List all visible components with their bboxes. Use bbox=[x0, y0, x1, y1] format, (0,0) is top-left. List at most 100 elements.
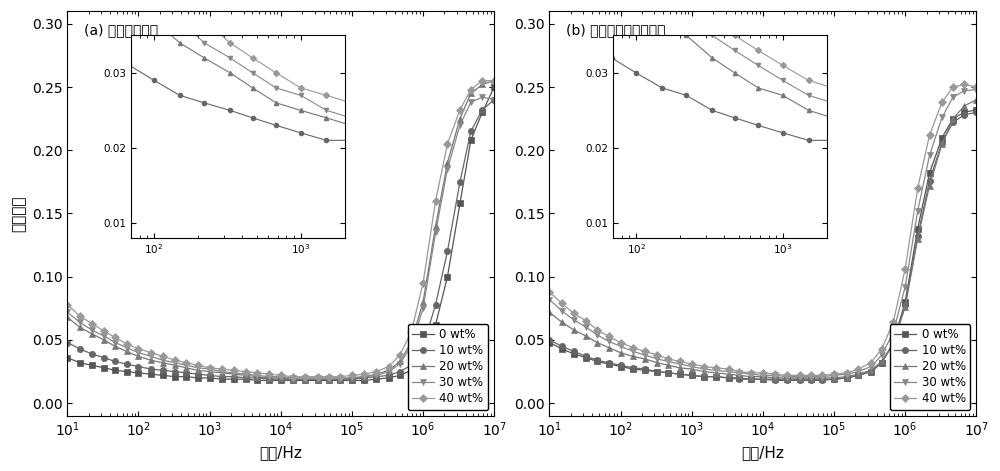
10 wt% bbox=[912, 234, 924, 239]
40 wt% bbox=[465, 87, 477, 92]
30 wt% bbox=[912, 208, 924, 214]
0 wt% bbox=[157, 373, 169, 378]
10 wt% bbox=[358, 375, 370, 381]
40 wt% bbox=[674, 358, 686, 364]
0 wt% bbox=[86, 363, 98, 368]
30 wt% bbox=[662, 358, 674, 364]
Line: 20 wt%: 20 wt% bbox=[546, 97, 979, 381]
30 wt% bbox=[723, 369, 735, 374]
20 wt% bbox=[543, 309, 555, 315]
20 wt% bbox=[157, 360, 169, 365]
40 wt% bbox=[204, 365, 216, 371]
10 wt% bbox=[686, 373, 698, 378]
10 wt% bbox=[251, 375, 263, 381]
0 wt% bbox=[383, 375, 395, 381]
0 wt% bbox=[698, 374, 710, 380]
0 wt% bbox=[686, 373, 698, 378]
30 wt% bbox=[476, 94, 488, 100]
20 wt% bbox=[816, 375, 828, 381]
40 wt% bbox=[686, 361, 698, 367]
20 wt% bbox=[924, 183, 936, 188]
X-axis label: 频率/Hz: 频率/Hz bbox=[741, 445, 784, 460]
10 wt% bbox=[465, 129, 477, 134]
0 wt% bbox=[405, 367, 417, 373]
40 wt% bbox=[615, 340, 627, 345]
20 wt% bbox=[841, 374, 853, 380]
40 wt% bbox=[476, 78, 488, 83]
30 wt% bbox=[334, 375, 346, 381]
0 wt% bbox=[769, 376, 781, 382]
10 wt% bbox=[876, 360, 888, 365]
10 wt% bbox=[228, 374, 240, 380]
10 wt% bbox=[192, 371, 204, 377]
Line: 20 wt%: 20 wt% bbox=[64, 78, 497, 382]
20 wt% bbox=[121, 349, 133, 354]
40 wt% bbox=[417, 280, 429, 286]
10 wt% bbox=[346, 376, 358, 382]
30 wt% bbox=[757, 373, 769, 378]
0 wt% bbox=[887, 340, 899, 345]
20 wt% bbox=[323, 376, 335, 382]
40 wt% bbox=[970, 84, 982, 90]
10 wt% bbox=[698, 374, 710, 380]
20 wt% bbox=[757, 374, 769, 380]
20 wt% bbox=[465, 90, 477, 96]
40 wt% bbox=[192, 363, 204, 368]
20 wt% bbox=[180, 365, 192, 371]
30 wt% bbox=[686, 364, 698, 369]
10 wt% bbox=[405, 363, 417, 368]
0 wt% bbox=[216, 376, 228, 382]
30 wt% bbox=[805, 374, 817, 380]
10 wt% bbox=[98, 355, 110, 360]
0 wt% bbox=[865, 369, 877, 374]
20 wt% bbox=[287, 376, 299, 382]
0 wt% bbox=[603, 361, 615, 367]
30 wt% bbox=[698, 366, 710, 372]
10 wt% bbox=[936, 140, 948, 146]
40 wt% bbox=[733, 369, 745, 374]
40 wt% bbox=[488, 78, 500, 83]
0 wt% bbox=[674, 371, 686, 377]
20 wt% bbox=[615, 350, 627, 356]
30 wt% bbox=[441, 166, 453, 172]
20 wt% bbox=[794, 375, 806, 381]
0 wt% bbox=[334, 378, 346, 383]
0 wt% bbox=[312, 378, 324, 383]
10 wt% bbox=[924, 178, 936, 183]
0 wt% bbox=[781, 376, 793, 382]
10 wt% bbox=[852, 373, 864, 378]
40 wt% bbox=[61, 302, 73, 308]
40 wt% bbox=[346, 373, 358, 378]
20 wt% bbox=[733, 373, 745, 378]
30 wt% bbox=[603, 339, 615, 344]
40 wt% bbox=[299, 374, 311, 380]
30 wt% bbox=[454, 122, 466, 128]
30 wt% bbox=[74, 319, 86, 325]
10 wt% bbox=[591, 357, 603, 363]
0 wt% bbox=[568, 351, 580, 357]
40 wt% bbox=[86, 321, 98, 326]
X-axis label: 频率/Hz: 频率/Hz bbox=[259, 445, 302, 460]
40 wt% bbox=[358, 371, 370, 377]
30 wt% bbox=[275, 374, 287, 380]
0 wt% bbox=[228, 376, 240, 382]
20 wt% bbox=[488, 78, 500, 83]
0 wt% bbox=[275, 378, 287, 383]
20 wt% bbox=[192, 367, 204, 373]
20 wt% bbox=[346, 375, 358, 381]
40 wt% bbox=[947, 84, 959, 90]
30 wt% bbox=[887, 330, 899, 335]
30 wt% bbox=[627, 349, 639, 354]
30 wt% bbox=[121, 345, 133, 350]
Text: (b) 三明治结构复合薄膜: (b) 三明治结构复合薄膜 bbox=[566, 23, 666, 37]
20 wt% bbox=[769, 375, 781, 381]
20 wt% bbox=[275, 375, 287, 381]
0 wt% bbox=[876, 360, 888, 365]
0 wt% bbox=[251, 378, 263, 383]
40 wt% bbox=[275, 373, 287, 378]
0 wt% bbox=[204, 375, 216, 381]
30 wt% bbox=[970, 87, 982, 92]
30 wt% bbox=[710, 367, 722, 373]
30 wt% bbox=[86, 327, 98, 333]
0 wt% bbox=[723, 375, 735, 381]
